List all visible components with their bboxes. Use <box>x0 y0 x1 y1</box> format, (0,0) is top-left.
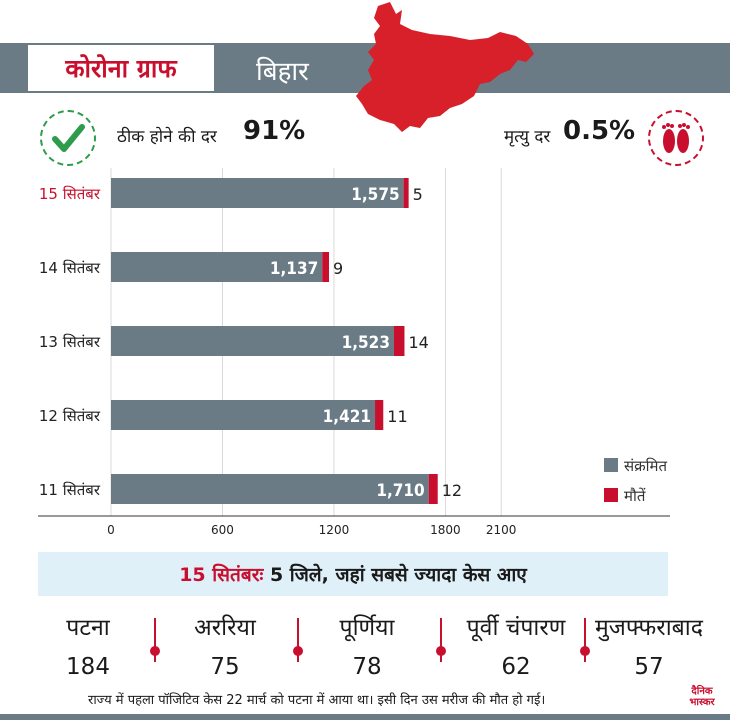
page-title: कोरोना ग्राफ <box>65 54 177 83</box>
districts-title-date: 15 सितंबरः <box>179 564 264 586</box>
district-item: पूर्वी चंपारण 62 <box>446 610 586 680</box>
deaths-bar <box>375 400 384 430</box>
deaths-bar <box>322 252 330 282</box>
deaths-value-label: 5 <box>413 185 423 204</box>
district-item: मुजफ्फराबाद 57 <box>586 610 712 680</box>
bottom-bar <box>0 714 730 720</box>
district-name: अररिया <box>194 615 256 641</box>
death-rate-label: मृत्यु दर <box>504 127 551 147</box>
district-count: 57 <box>634 654 664 680</box>
deaths-value-label: 14 <box>408 333 428 352</box>
district-name: पटना <box>66 615 110 641</box>
legend-swatch <box>604 488 618 502</box>
deaths-bar <box>393 326 405 356</box>
infected-value-label: 1,710 <box>376 481 424 501</box>
date-label: 13 सितंबर <box>39 333 101 351</box>
district-divider <box>436 618 446 662</box>
infected-bar <box>111 326 394 356</box>
district-count: 75 <box>210 654 240 680</box>
district-count: 184 <box>66 654 110 680</box>
footnote: राज्य में पहला पॉजिटिव केस 22 मार्च को प… <box>88 693 546 708</box>
district-count: 62 <box>501 654 531 680</box>
legend-label: संक्रमित <box>624 457 668 475</box>
bihar-map-icon <box>356 2 534 132</box>
date-label: 11 सितंबर <box>39 481 101 499</box>
district-item: पूर्णिया 78 <box>312 610 422 680</box>
legend-label: मौतें <box>624 487 646 505</box>
date-label: 14 सितंबर <box>39 259 101 277</box>
infected-bar <box>111 252 323 282</box>
x-tick-label: 1200 <box>319 523 350 537</box>
x-tick-label: 0 <box>107 523 115 537</box>
district-divider <box>580 618 590 662</box>
district-item: अररिया 75 <box>170 610 280 680</box>
state-name: बिहार <box>256 57 309 87</box>
recovery-badge <box>40 110 96 166</box>
district-name: पूर्णिया <box>339 615 395 641</box>
x-tick-label: 1800 <box>430 523 461 537</box>
districts-title-text: 5 जिले, जहां सबसे ज्यादा केस आए <box>269 564 527 586</box>
legend-swatch <box>604 458 618 472</box>
check-icon <box>52 124 85 152</box>
deaths-value-label: 12 <box>442 481 462 500</box>
districts-banner: 15 सितंबरः 5 जिले, जहां सबसे ज्यादा केस … <box>38 552 668 596</box>
districts-title: 15 सितंबरः 5 जिले, जहां सबसे ज्यादा केस … <box>179 561 527 587</box>
district-divider <box>150 618 160 662</box>
infected-bar <box>111 474 429 504</box>
infected-bar <box>111 400 376 430</box>
district-divider <box>293 618 303 662</box>
district-name: पूर्वी चंपारण <box>466 615 566 641</box>
title-box: कोरोना ग्राफ <box>26 43 216 93</box>
deaths-bar <box>428 474 438 504</box>
date-label: 12 सितंबर <box>39 407 101 425</box>
recovery-label: ठीक होने की दर <box>117 127 217 147</box>
footprints-icon <box>662 123 690 153</box>
infected-value-label: 1,421 <box>323 407 371 427</box>
district-count: 78 <box>352 654 382 680</box>
deaths-value-label: 11 <box>387 407 407 426</box>
bar-chart: 1,575 5 1,137 9 1,523 14 1,421 11 1,710 12 0 600 12… <box>38 168 670 537</box>
district-name: मुजफ्फराबाद <box>595 615 703 641</box>
death-rate-value: 0.5% <box>563 116 636 146</box>
date-label: 15 सितंबर <box>39 185 101 203</box>
x-tick-label: 2100 <box>486 523 517 537</box>
brand-logo: दैनिक भास्कर <box>689 686 715 708</box>
x-tick-label: 600 <box>211 523 234 537</box>
deaths-value-label: 9 <box>333 259 343 278</box>
infected-value-label: 1,575 <box>351 185 399 205</box>
infected-value-label: 1,137 <box>270 259 318 279</box>
infected-bar <box>111 178 404 208</box>
death-rate-badge <box>648 110 704 166</box>
deaths-bar <box>403 178 409 208</box>
recovery-value: 91% <box>243 116 306 146</box>
infected-value-label: 1,523 <box>342 333 390 353</box>
district-item: पटना 184 <box>38 610 138 680</box>
